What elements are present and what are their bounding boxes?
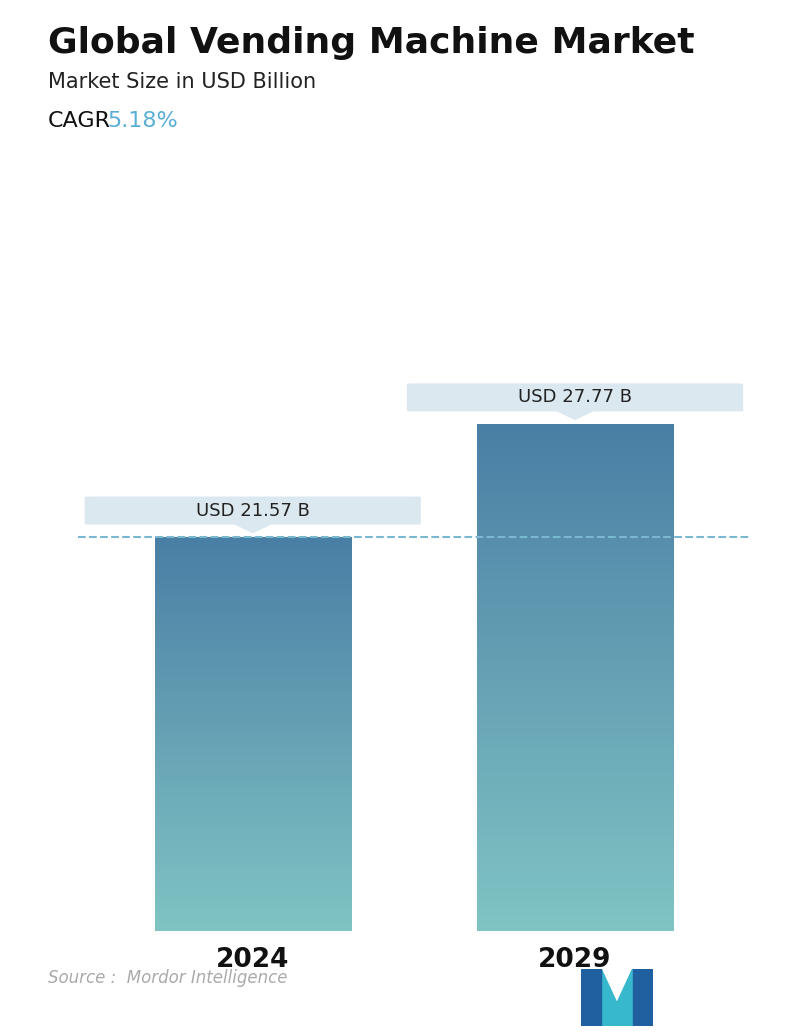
Text: Source :  Mordor Intelligence: Source : Mordor Intelligence [48,970,287,987]
FancyBboxPatch shape [84,496,421,524]
Text: 5.18%: 5.18% [107,111,178,130]
Text: USD 27.77 B: USD 27.77 B [518,389,632,406]
Text: Market Size in USD Billion: Market Size in USD Billion [48,72,316,92]
Polygon shape [601,969,633,1026]
Text: USD 21.57 B: USD 21.57 B [196,501,310,519]
Polygon shape [633,969,653,1026]
Polygon shape [581,969,601,1026]
Text: Global Vending Machine Market: Global Vending Machine Market [48,26,694,60]
Polygon shape [236,524,271,533]
Text: CAGR: CAGR [48,111,111,130]
Polygon shape [557,412,592,420]
FancyBboxPatch shape [407,384,743,412]
